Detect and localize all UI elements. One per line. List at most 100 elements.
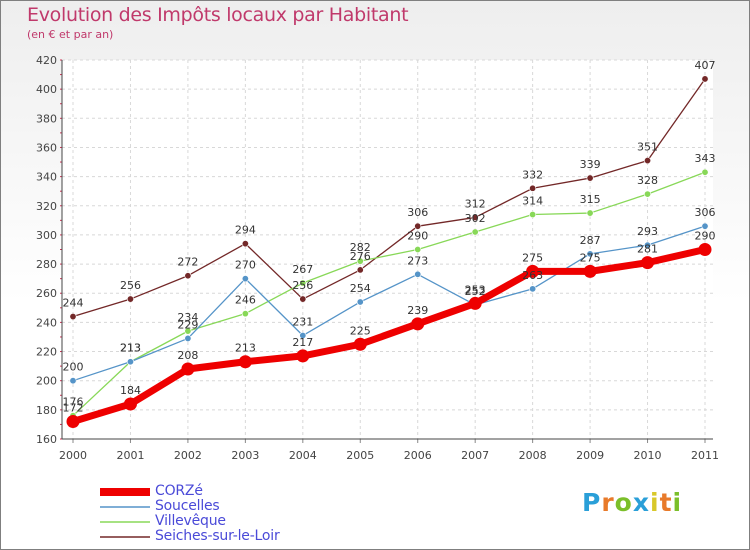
x-tick-label: 2011 bbox=[691, 449, 719, 462]
data-label: 213 bbox=[120, 342, 141, 355]
data-point bbox=[299, 332, 307, 340]
data-point bbox=[701, 75, 709, 83]
y-tick-label: 180 bbox=[36, 404, 57, 417]
data-label: 290 bbox=[407, 230, 428, 243]
data-label: 172 bbox=[63, 402, 84, 415]
series-3 bbox=[69, 75, 709, 321]
data-label: 256 bbox=[120, 279, 141, 292]
data-label: 200 bbox=[63, 361, 84, 374]
y-tick-label: 240 bbox=[36, 316, 57, 329]
y-tick-label: 300 bbox=[36, 229, 57, 242]
data-label: 225 bbox=[350, 324, 371, 337]
logo-letter: t bbox=[659, 488, 673, 517]
data-point bbox=[184, 334, 192, 342]
data-point bbox=[641, 256, 655, 270]
data-label: 229 bbox=[177, 318, 198, 331]
series-line bbox=[72, 171, 706, 417]
data-label: 253 bbox=[465, 283, 486, 296]
series-2 bbox=[69, 168, 709, 420]
y-tick-label: 320 bbox=[36, 200, 57, 213]
data-point bbox=[296, 349, 310, 363]
data-point bbox=[126, 295, 134, 303]
y-tick-label: 160 bbox=[36, 433, 57, 446]
data-label: 351 bbox=[637, 141, 658, 154]
data-point bbox=[644, 241, 652, 249]
labels-series-1: 200 213 229 270 231 254 273 252 263 287 293 306 bbox=[63, 206, 716, 374]
data-label: 231 bbox=[292, 316, 313, 329]
data-point bbox=[184, 327, 192, 335]
data-point bbox=[299, 295, 307, 303]
data-label: 273 bbox=[407, 254, 428, 267]
data-label: 294 bbox=[235, 224, 256, 237]
logo-letter: i bbox=[650, 488, 660, 517]
data-label: 407 bbox=[695, 59, 716, 72]
series-0 bbox=[66, 243, 712, 429]
data-point bbox=[583, 264, 597, 278]
data-point bbox=[468, 296, 482, 310]
data-label: 239 bbox=[407, 304, 428, 317]
x-tick-label: 2007 bbox=[461, 449, 489, 462]
y-tick-label: 280 bbox=[36, 258, 57, 271]
data-point bbox=[529, 211, 537, 219]
data-label: 176 bbox=[63, 396, 84, 409]
logo-letter: r bbox=[601, 488, 615, 517]
logo-letter: x bbox=[632, 488, 650, 517]
data-label: 281 bbox=[637, 243, 658, 256]
data-label: 270 bbox=[235, 259, 256, 272]
data-point bbox=[586, 250, 594, 258]
x-tick-label: 2005 bbox=[346, 449, 374, 462]
data-point bbox=[356, 257, 364, 265]
data-label: 276 bbox=[350, 250, 371, 263]
x-tick-label: 2001 bbox=[116, 449, 144, 462]
data-label: 328 bbox=[637, 174, 658, 187]
data-label: 315 bbox=[580, 193, 601, 206]
logo-letter: P bbox=[582, 488, 602, 517]
data-label: 244 bbox=[63, 297, 84, 310]
x-tick-label: 2004 bbox=[289, 449, 317, 462]
legend-label: Villevêque bbox=[155, 513, 226, 529]
data-point bbox=[241, 310, 249, 318]
chart-title: Evolution des Impôts locaux par Habitant bbox=[27, 4, 409, 26]
y-tick-label: 420 bbox=[36, 54, 57, 67]
data-point bbox=[471, 213, 479, 221]
data-label: 287 bbox=[580, 234, 601, 247]
data-point bbox=[353, 337, 367, 351]
data-point bbox=[241, 240, 249, 248]
labels-series-2: 176 213 234 246 267 282 290 302 314 315 328 343 bbox=[63, 152, 716, 408]
data-label: 312 bbox=[465, 197, 486, 210]
data-point bbox=[238, 355, 252, 369]
data-point bbox=[181, 362, 195, 376]
y-tick-label: 220 bbox=[36, 346, 57, 359]
legend-label: Seiches-sur-le-Loir bbox=[155, 528, 280, 544]
data-point bbox=[701, 168, 709, 176]
data-point bbox=[69, 313, 77, 321]
data-label: 234 bbox=[177, 311, 198, 324]
data-point bbox=[414, 270, 422, 278]
data-point bbox=[586, 174, 594, 182]
data-label: 314 bbox=[522, 195, 543, 208]
data-point bbox=[414, 222, 422, 230]
data-point bbox=[644, 190, 652, 198]
data-label: 267 bbox=[292, 263, 313, 276]
data-label: 290 bbox=[695, 230, 716, 243]
data-point bbox=[123, 397, 137, 411]
data-label: 339 bbox=[580, 158, 601, 171]
data-point bbox=[356, 298, 364, 306]
data-point bbox=[356, 266, 364, 274]
x-tick-label: 2006 bbox=[404, 449, 432, 462]
data-point bbox=[529, 285, 537, 293]
legend-label: CORZé bbox=[155, 483, 203, 499]
logo-letter: o bbox=[614, 488, 633, 517]
data-point bbox=[471, 228, 479, 236]
series-line bbox=[72, 78, 706, 318]
series-line bbox=[72, 225, 706, 382]
data-label: 343 bbox=[695, 152, 716, 165]
data-label: 252 bbox=[465, 285, 486, 298]
data-label: 272 bbox=[177, 256, 198, 269]
data-label: 246 bbox=[235, 294, 256, 307]
y-tick-label: 380 bbox=[36, 112, 57, 125]
data-label: 263 bbox=[522, 269, 543, 282]
data-point bbox=[69, 377, 77, 385]
data-label: 275 bbox=[522, 251, 543, 264]
